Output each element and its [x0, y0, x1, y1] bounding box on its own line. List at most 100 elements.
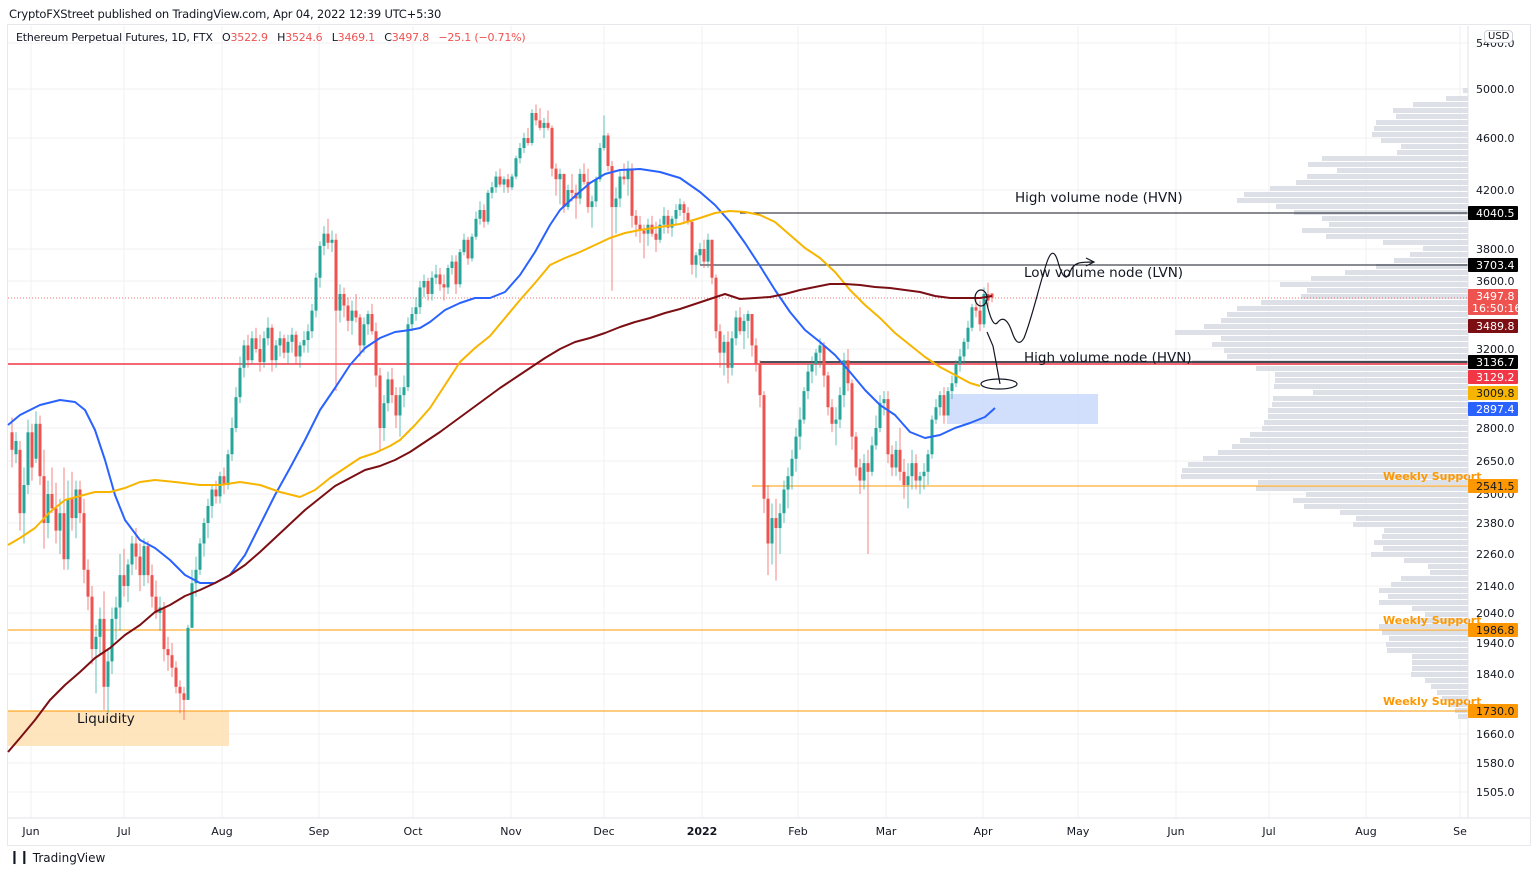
candle-down[interactable] [718, 331, 722, 353]
annotation-text[interactable]: Low volume node (LVN) [1024, 265, 1183, 281]
candle-up[interactable] [74, 489, 78, 519]
candle-down[interactable] [726, 341, 730, 368]
candle-up[interactable] [938, 395, 942, 408]
candle-down[interactable] [534, 112, 538, 121]
candle-up[interactable] [94, 636, 98, 650]
candle-up[interactable] [966, 327, 970, 342]
candle-up[interactable] [590, 201, 594, 208]
candle-down[interactable] [178, 686, 182, 694]
candle-up[interactable] [670, 218, 674, 228]
candle-up[interactable] [22, 485, 26, 514]
candle-up[interactable] [114, 607, 118, 619]
candle-up[interactable] [278, 338, 282, 346]
candle-down[interactable] [134, 543, 138, 557]
candle-up[interactable] [490, 187, 494, 193]
candle-up[interactable] [366, 313, 370, 325]
candle-down[interactable] [438, 274, 442, 285]
candle-up[interactable] [234, 397, 238, 428]
candlesticks[interactable] [10, 104, 994, 721]
candle-up[interactable] [838, 395, 842, 420]
candle-up[interactable] [66, 498, 70, 560]
candle-down[interactable] [506, 179, 510, 188]
candle-up[interactable] [522, 138, 526, 149]
hand-drawn-annotations[interactable] [974, 252, 1096, 390]
candle-down[interactable] [750, 313, 754, 346]
candle-down[interactable] [370, 313, 374, 332]
candle-up[interactable] [14, 440, 18, 455]
candle-up[interactable] [910, 463, 914, 477]
candle-up[interactable] [982, 293, 986, 325]
ellipse-bottom[interactable] [980, 378, 1018, 390]
candle-up[interactable] [474, 218, 478, 237]
candle-down[interactable] [170, 655, 174, 668]
candle-up[interactable] [194, 569, 198, 584]
candle-down[interactable] [898, 449, 902, 472]
candle-up[interactable] [870, 445, 874, 472]
candle-up[interactable] [450, 261, 454, 268]
candle-down[interactable] [654, 233, 658, 240]
candle-up[interactable] [186, 627, 190, 700]
annotation-text[interactable]: Liquidity [77, 711, 135, 727]
candle-down[interactable] [442, 284, 446, 288]
candle-up[interactable] [262, 338, 266, 363]
candle-up[interactable] [422, 281, 426, 288]
candle-up[interactable] [778, 513, 782, 529]
candle-up[interactable] [882, 399, 886, 404]
candle-up[interactable] [290, 334, 294, 342]
candle-up[interactable] [746, 313, 750, 321]
candle-up[interactable] [330, 239, 334, 243]
candle-down[interactable] [942, 395, 946, 416]
candle-down[interactable] [390, 379, 394, 396]
candle-down[interactable] [258, 349, 262, 363]
candle-up[interactable] [502, 179, 506, 185]
candle-down[interactable] [886, 399, 890, 455]
candle-up[interactable] [770, 518, 774, 544]
annotation-text[interactable]: Weekly Support [1383, 614, 1482, 627]
bearish-path[interactable] [986, 331, 1001, 385]
candle-up[interactable] [250, 338, 254, 361]
candle-up[interactable] [558, 173, 562, 180]
candle-up[interactable] [542, 122, 546, 128]
candle-up[interactable] [210, 489, 214, 506]
candle-down[interactable] [62, 513, 66, 560]
candle-down[interactable] [766, 498, 770, 544]
candle-down[interactable] [466, 239, 470, 259]
candle-down[interactable] [18, 449, 22, 514]
candle-up[interactable] [218, 476, 222, 497]
candle-down[interactable] [78, 489, 82, 514]
candle-up[interactable] [362, 324, 366, 346]
candle-up[interactable] [286, 341, 290, 353]
candle-up[interactable] [314, 277, 318, 311]
candle-down[interactable] [334, 239, 338, 311]
candle-up[interactable] [306, 331, 310, 341]
candle-up[interactable] [698, 249, 702, 256]
candle-down[interactable] [630, 168, 634, 216]
candle-up[interactable] [430, 277, 434, 294]
candle-up[interactable] [950, 383, 954, 392]
candle-up[interactable] [478, 209, 482, 219]
candle-down[interactable] [498, 176, 502, 185]
candle-down[interactable] [342, 293, 346, 306]
candle-down[interactable] [454, 261, 458, 285]
candle-down[interactable] [610, 166, 614, 208]
annotation-text[interactable]: Weekly Support [1383, 695, 1482, 708]
candle-up[interactable] [578, 173, 582, 199]
candle-up[interactable] [518, 148, 522, 159]
candle-up[interactable] [318, 245, 322, 278]
candle-down[interactable] [606, 135, 610, 167]
time-axis[interactable]: Jun Jul Aug Sep Oct Nov Dec 2022 Feb Mar Apr May Jun… [8, 817, 1530, 838]
candle-up[interactable] [462, 239, 466, 253]
candle-up[interactable] [818, 345, 822, 353]
candle-down[interactable] [582, 173, 586, 182]
candle-up[interactable] [202, 523, 206, 544]
candle-up[interactable] [874, 428, 878, 446]
candle-down[interactable] [246, 345, 250, 361]
candle-up[interactable] [446, 267, 450, 288]
candle-down[interactable] [738, 317, 742, 332]
candle-down[interactable] [586, 181, 590, 208]
annotation-text[interactable]: High volume node (HVN) [1024, 350, 1192, 366]
candle-down[interactable] [138, 556, 142, 576]
candle-up[interactable] [842, 360, 846, 396]
candle-down[interactable] [54, 508, 58, 531]
candle-down[interactable] [90, 596, 94, 650]
